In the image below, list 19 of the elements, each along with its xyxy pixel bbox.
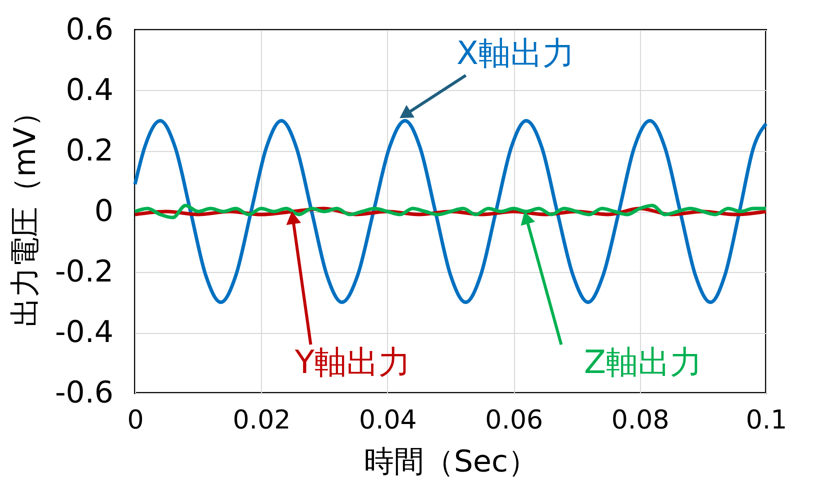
x-tick-label: 0.08 xyxy=(611,406,670,436)
y-tick-label: 0.2 xyxy=(66,134,114,168)
line-series xyxy=(133,119,768,304)
y-tick-label: -0.6 xyxy=(54,376,114,410)
text: Z軸出力 xyxy=(584,342,702,381)
x-tick-label: 0.1 xyxy=(746,406,788,436)
x-tick-label: 0.02 xyxy=(232,406,291,436)
x-axis-title: 時間（Sec） xyxy=(364,444,538,480)
text: Y軸出力 xyxy=(294,342,410,381)
y-tick-label: 0 xyxy=(94,194,114,229)
x-tick-label: 0 xyxy=(127,406,144,436)
y-axis-title: 出力電圧（mV） xyxy=(8,97,43,327)
y-tick-label: -0.4 xyxy=(54,315,114,350)
y-tick-label: 0.4 xyxy=(66,73,114,108)
x-tick-label: 0.04 xyxy=(358,406,417,436)
x-tick-label: 0.06 xyxy=(485,406,544,436)
text: X軸出力 xyxy=(456,34,574,72)
y-tick-label: 0.6 xyxy=(66,12,114,48)
y-tick-label: -0.2 xyxy=(54,254,114,290)
